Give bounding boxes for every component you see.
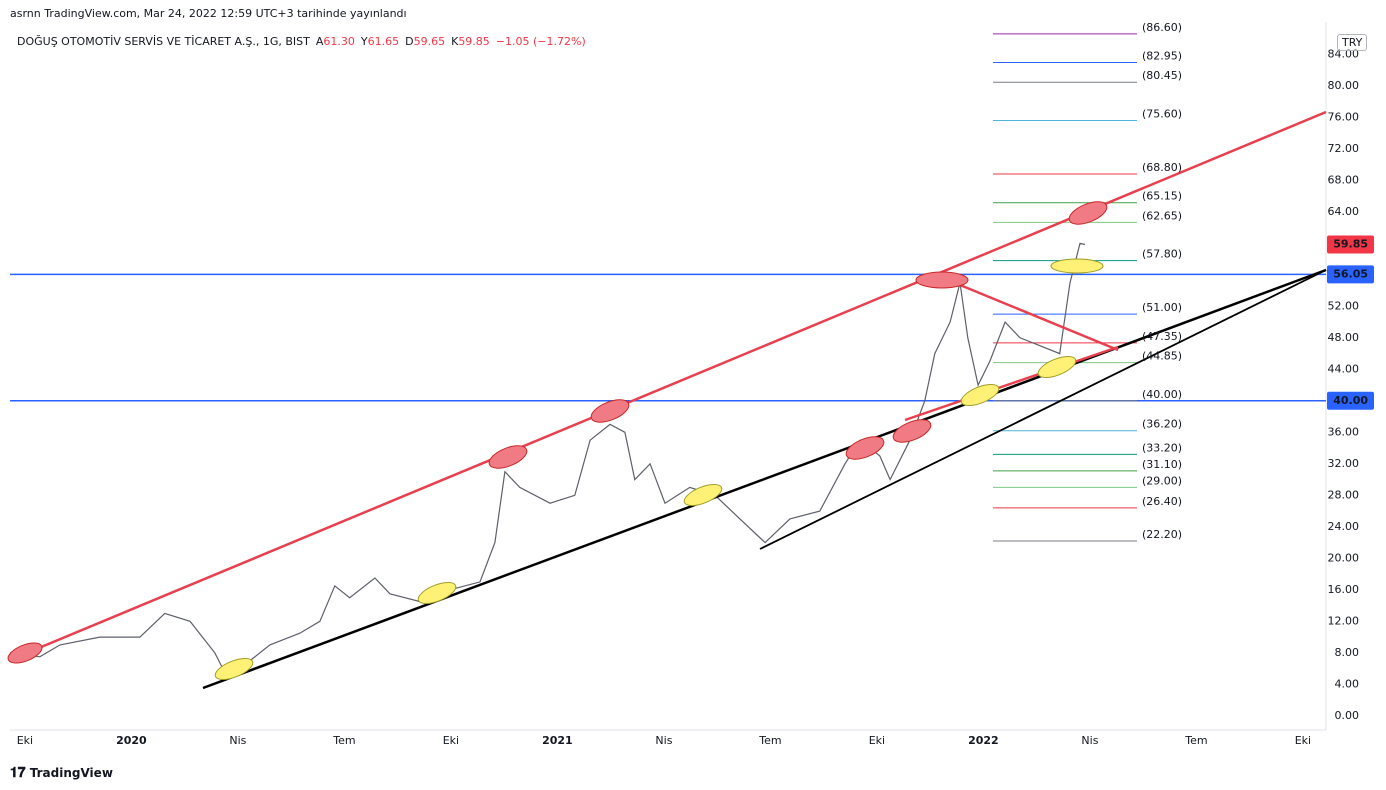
y-tick-label: 76.00: [1328, 110, 1360, 123]
channel-top: [9, 110, 1327, 662]
x-tick-label: 2020: [116, 734, 147, 747]
ohlc-key: K: [451, 35, 459, 48]
y-tick-label: 80.00: [1328, 79, 1360, 92]
x-tick-label: Eki: [1295, 734, 1311, 747]
fib-label: (65.15): [1142, 190, 1182, 203]
fib-label: (44.85): [1142, 350, 1182, 363]
fib-label: (47.35): [1142, 330, 1182, 343]
x-tick-label: Tem: [332, 734, 355, 747]
price-line: [9, 242, 1086, 674]
y-tick-label: 44.00: [1328, 362, 1360, 375]
x-tick-label: 2022: [968, 734, 999, 747]
fib-label: (82.95): [1142, 50, 1182, 63]
highlight-red: [590, 399, 630, 423]
change: −1.05 (−1.72%): [495, 35, 586, 48]
ohlc-value: 59.65: [413, 35, 446, 48]
x-tick-label: Eki: [443, 734, 459, 747]
fib-label: (31.10): [1142, 458, 1182, 471]
fib-label: (62.65): [1142, 209, 1182, 222]
price-label: 56.05: [1333, 267, 1368, 280]
ohlc-value: 61.30: [323, 35, 355, 48]
highlight-red: [7, 642, 43, 664]
fib-label: (68.80): [1142, 161, 1182, 174]
fib-label: (22.20): [1142, 528, 1182, 541]
highlight-yellow: [417, 581, 457, 605]
fib-label: (33.20): [1142, 441, 1182, 454]
y-tick-label: 16.00: [1328, 583, 1360, 596]
highlight-yellow: [1050, 258, 1104, 274]
y-tick-label: 20.00: [1328, 551, 1360, 564]
y-tick-label: 48.00: [1328, 331, 1360, 344]
y-tick-label: 36.00: [1328, 425, 1360, 438]
ohlc-value: 61.65: [367, 35, 400, 48]
y-tick-label: 72.00: [1328, 142, 1360, 155]
price-label-box: [1327, 391, 1374, 410]
highlight-yellow: [960, 383, 1000, 407]
y-tick-label: 12.00: [1328, 614, 1360, 627]
fib-label: (29.00): [1142, 474, 1182, 487]
x-tick-label: Tem: [758, 734, 781, 747]
y-tick-label: 64.00: [1328, 205, 1360, 218]
y-tick-label: 32.00: [1328, 457, 1360, 470]
currency-button[interactable]: TRY: [1337, 34, 1368, 51]
y-tick-label: 0.00: [1335, 709, 1360, 722]
highlight-red: [1068, 201, 1108, 225]
fib-label: (80.45): [1142, 69, 1182, 82]
ohlc: A61.30 Y61.65 D59.65 K59.85: [310, 35, 490, 48]
x-tick-label: Nis: [1081, 734, 1098, 747]
x-tick-label: Nis: [229, 734, 246, 747]
y-tick-label: 24.00: [1328, 520, 1360, 533]
triangle-bottom: [904, 345, 1119, 422]
fib-label: (75.60): [1142, 107, 1182, 120]
y-tick-label: 8.00: [1335, 646, 1360, 659]
legend: DOĞUŞ OTOMOTİV SERVİS VE TİCARET A.Ş., 1…: [17, 35, 586, 48]
x-tick-label: Tem: [1184, 734, 1207, 747]
highlights: [7, 201, 1108, 681]
x-tick-label: Nis: [655, 734, 672, 747]
highlight-red: [488, 445, 528, 469]
ohlc-key: A: [315, 35, 324, 48]
highlight-yellow: [214, 657, 254, 681]
ohlc-key: D: [405, 35, 414, 48]
highlight-yellow: [683, 483, 723, 507]
symbol: DOĞUŞ OTOMOTİV SERVİS VE TİCARET A.Ş., 1…: [17, 35, 310, 48]
x-tick-label: 2021: [542, 734, 573, 747]
fib-label: (86.60): [1142, 21, 1182, 34]
brand-name: TradingView: [29, 766, 113, 780]
brand: 𝟏𝟕 TradingView: [10, 765, 113, 781]
price-label: 40.00: [1333, 394, 1368, 407]
y-tick-label: 68.00: [1328, 173, 1360, 186]
highlight-yellow: [1037, 355, 1077, 379]
channel-bottom: [202, 268, 1327, 690]
trend-lines: [9, 110, 1327, 690]
y-tick-label: 52.00: [1328, 299, 1360, 312]
x-tick-label: Eki: [869, 734, 885, 747]
fib-label: (57.80): [1142, 248, 1182, 261]
support-line: [759, 269, 1327, 550]
x-tick-label: Eki: [17, 734, 33, 747]
ohlc-value: 59.85: [458, 35, 490, 48]
highlight-red: [915, 271, 969, 289]
fib-label: (51.00): [1142, 301, 1182, 314]
y-tick-label: 28.00: [1328, 488, 1360, 501]
highlight-red: [892, 419, 932, 443]
ohlc-key: Y: [360, 35, 368, 48]
triangle-top: [959, 283, 1119, 352]
price-label-box: [1327, 265, 1374, 284]
fib-label: (36.20): [1142, 418, 1182, 431]
highlight-red: [845, 436, 885, 460]
fib-label: (26.40): [1142, 495, 1182, 508]
price-label-box: [1327, 235, 1374, 254]
fib-label: (40.00): [1142, 388, 1182, 401]
drawings: [9, 33, 1326, 674]
y-tick-label: 4.00: [1335, 677, 1360, 690]
published-note: asrnn TradingView.com, Mar 24, 2022 12:5…: [10, 7, 407, 20]
price-label: 59.85: [1333, 237, 1368, 250]
